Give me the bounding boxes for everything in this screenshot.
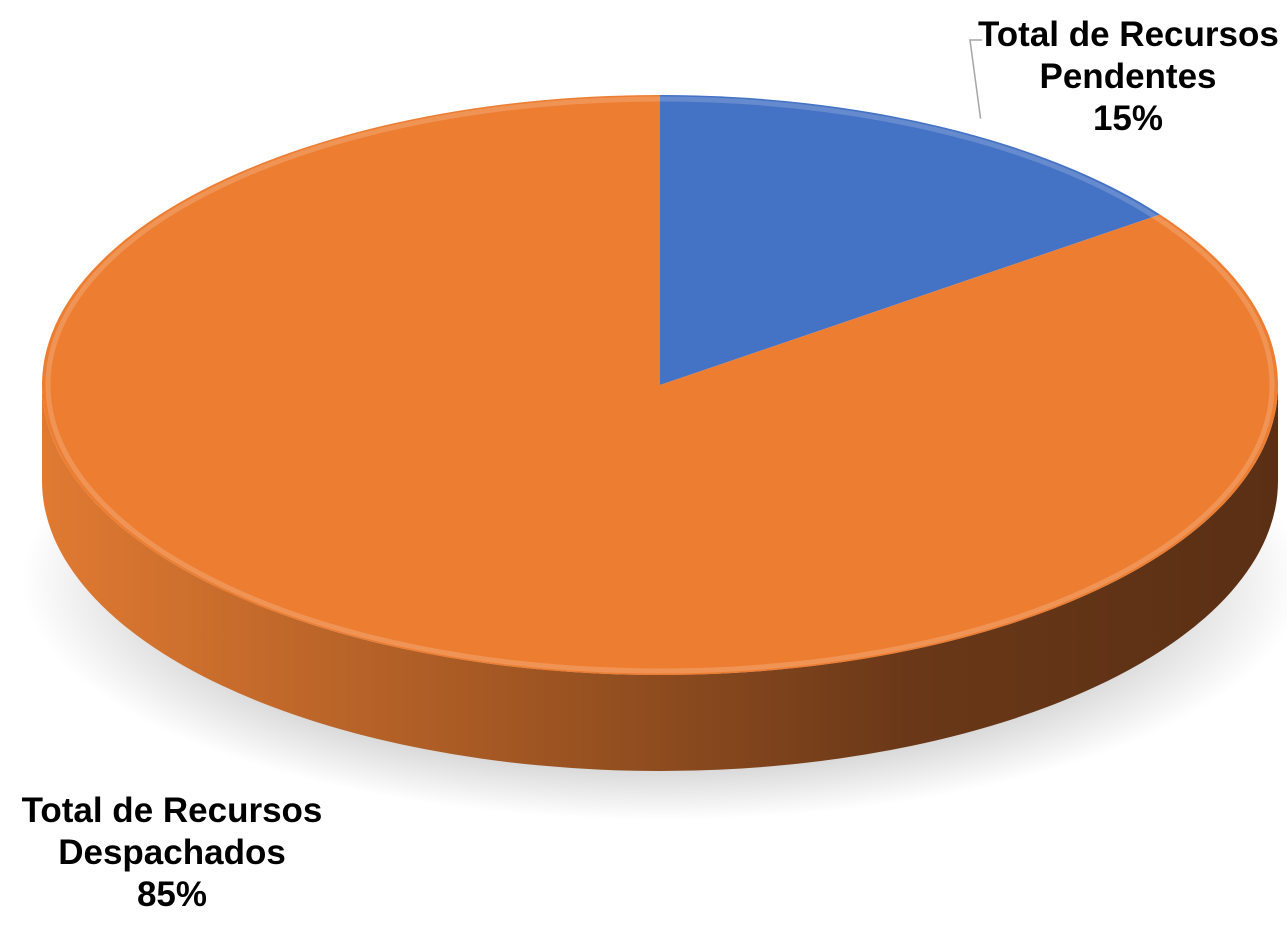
data-label-despachados: Total de Recursos Despachados 85% <box>14 790 330 916</box>
leader-line-pendentes <box>969 39 982 119</box>
pie-slice-pendentes <box>660 95 1160 385</box>
data-label-pendentes: Total de Recursos Pendentes 15% <box>978 14 1279 140</box>
data-label-pendentes-line1: Total de Recursos <box>978 15 1279 54</box>
data-label-despachados-line2: Despachados <box>58 833 286 872</box>
data-label-pendentes-line2: Pendentes <box>1039 57 1217 96</box>
pie-rim-highlight <box>45 96 1275 674</box>
data-label-pendentes-percent: 15% <box>1092 99 1164 138</box>
pie-side-wall <box>42 385 1278 771</box>
data-label-despachados-line1: Total de Recursos <box>21 791 323 830</box>
pie-slice-despachados <box>42 95 1279 676</box>
data-label-despachados-percent: 85% <box>136 875 208 914</box>
